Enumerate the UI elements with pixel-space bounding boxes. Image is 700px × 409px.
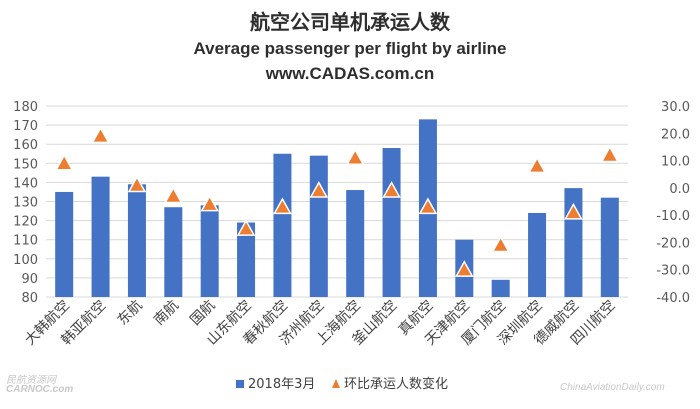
bar <box>164 207 183 297</box>
left-tick-label: 160 <box>13 138 38 153</box>
left-tick-label: 90 <box>21 272 38 287</box>
change-marker <box>273 197 292 215</box>
watermark-left-top: 民航资源网 <box>6 375 56 386</box>
change-marker <box>236 219 256 236</box>
chart-title: 航空公司单机承运人数 <box>250 10 450 34</box>
right-tick-label: -20.0 <box>656 236 690 251</box>
bar <box>600 197 619 297</box>
right-tick-label: 0.0 <box>669 182 690 197</box>
right-tick-label: 20.0 <box>661 127 690 142</box>
change-marker <box>491 235 510 253</box>
bar <box>491 279 510 297</box>
left-tick-label: 180 <box>13 100 38 115</box>
right-tick-label: 30.0 <box>661 100 690 115</box>
legend-bar-swatch <box>236 380 244 388</box>
right-tick-label: -30.0 <box>656 264 690 279</box>
right-tick-label: 10.0 <box>661 155 690 170</box>
left-tick-label: 140 <box>13 176 38 191</box>
change-marker <box>127 175 147 193</box>
change-marker <box>527 156 547 174</box>
left-tick-label: 130 <box>13 196 38 211</box>
change-marker <box>54 153 74 171</box>
legend-marker-swatch <box>332 379 340 388</box>
left-tick-label: 120 <box>13 215 38 230</box>
source-url: www.CADAS.com.cn <box>265 64 435 83</box>
bar <box>127 184 146 297</box>
left-axis-ticks: 80 90 100 110 120 130 140 150 160 170 180 <box>13 100 38 306</box>
legend: 2018年3月 环比承运人数变化 <box>236 376 448 392</box>
left-tick-label: 170 <box>13 119 38 134</box>
watermark-left-bottom: CARNOC.com <box>6 384 74 395</box>
bar <box>528 212 547 297</box>
change-marker <box>418 197 438 215</box>
change-marker <box>564 202 583 220</box>
right-axis-ticks: -40.0 -30.0 -20.0 -10.0 0.0 10.0 20.0 30.0 <box>656 100 690 306</box>
bar <box>273 153 292 297</box>
x-tick-label: 南航 <box>151 298 182 329</box>
bar <box>55 191 74 297</box>
bar <box>91 176 110 297</box>
bar <box>200 205 219 297</box>
bar-series <box>55 119 619 298</box>
change-marker <box>164 186 183 204</box>
change-marker <box>91 126 110 144</box>
change-marker <box>200 194 219 212</box>
watermark-right: ChinaAviationDaily.com <box>560 382 665 393</box>
left-tick-label: 150 <box>13 157 38 172</box>
left-tick-label: 100 <box>13 253 38 268</box>
change-marker <box>345 148 365 165</box>
change-marker <box>382 181 401 198</box>
bar <box>382 148 401 297</box>
right-tick-label: -10.0 <box>656 209 690 224</box>
x-tick-label: 国航 <box>187 298 218 329</box>
x-tick-label: 东航 <box>115 298 146 329</box>
change-marker <box>309 181 329 198</box>
marker-series <box>54 126 620 277</box>
legend-bar-label: 2018年3月 <box>248 377 315 392</box>
right-tick-label: -40.0 <box>656 291 690 306</box>
bar <box>309 155 328 297</box>
bar <box>237 222 256 297</box>
change-marker <box>600 145 620 163</box>
change-marker <box>455 260 474 277</box>
bar <box>346 190 365 297</box>
chart-subtitle: Average passenger per flight by airline <box>193 39 507 58</box>
left-tick-label: 80 <box>21 291 38 306</box>
left-tick-label: 110 <box>13 234 38 249</box>
legend-marker-label: 环比承运人数变化 <box>344 376 448 392</box>
